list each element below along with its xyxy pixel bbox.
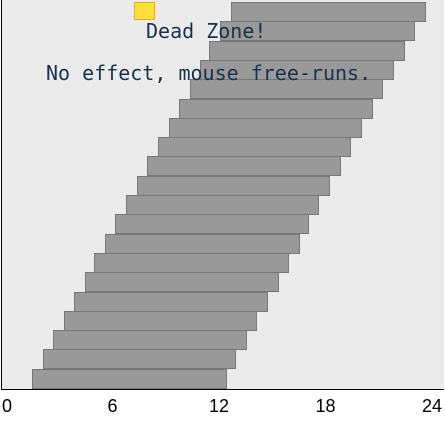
activity-bar-day-17 — [63, 310, 258, 331]
activity-bar-day-9 — [147, 156, 341, 177]
activity-bar-day-15 — [85, 272, 279, 293]
activity-bar-day-19 — [42, 349, 236, 370]
activity-bar-day-12 — [115, 214, 309, 235]
x-tick-label: 0 — [1, 396, 13, 416]
activity-bar-day-3 — [209, 40, 405, 61]
activity-bar-day-14 — [93, 252, 290, 273]
activity-bar-day-20 — [31, 368, 228, 389]
activity-bar-day-16 — [74, 291, 268, 312]
x-tick-label: 24 — [421, 396, 443, 416]
activity-bar-day-10 — [136, 175, 331, 196]
activity-bar-day-8 — [157, 137, 352, 158]
actogram-plot[interactable]: Dead Zone! No effect, mouse free-runs. — [1, 0, 444, 390]
light-marker[interactable] — [134, 2, 155, 20]
activity-bar-day-11 — [125, 195, 320, 215]
activity-bar-day-18 — [53, 330, 247, 351]
x-tick-label: 12 — [208, 396, 230, 416]
activity-bar-day-6 — [179, 98, 373, 119]
x-tick-label: 6 — [107, 396, 118, 416]
activity-bar-day-7 — [168, 117, 362, 138]
x-tick-label: 18 — [315, 396, 336, 416]
status-subtitle: No effect, mouse free-runs. — [46, 61, 372, 85]
status-title: Dead Zone! — [146, 19, 267, 43]
activity-bar-day-13 — [104, 233, 300, 254]
